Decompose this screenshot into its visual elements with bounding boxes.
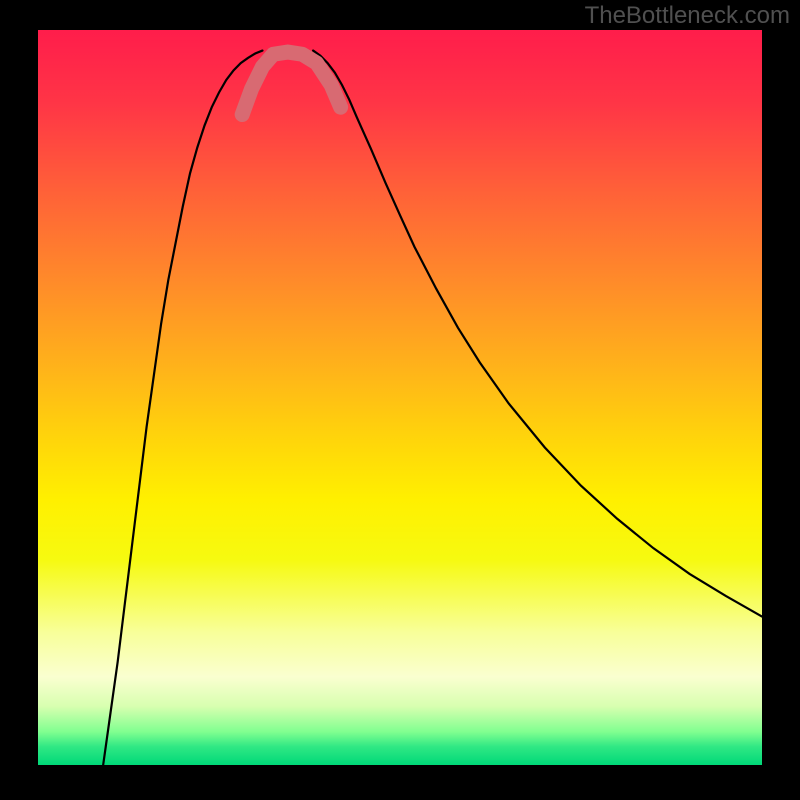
plot-background bbox=[38, 30, 762, 765]
chart-svg bbox=[0, 0, 800, 800]
watermark-text: TheBottleneck.com bbox=[585, 2, 790, 30]
bottleneck-chart: TheBottleneck.com bbox=[0, 0, 800, 800]
